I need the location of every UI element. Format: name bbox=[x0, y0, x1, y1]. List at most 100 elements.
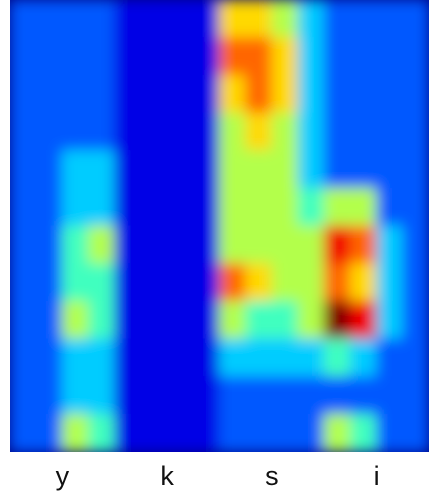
heatmap-cells bbox=[10, 0, 429, 452]
cell bbox=[114, 263, 142, 302]
cell bbox=[349, 150, 378, 189]
cell bbox=[323, 0, 351, 39]
cell bbox=[349, 263, 378, 302]
cell bbox=[376, 338, 404, 378]
cell bbox=[402, 263, 429, 302]
cell bbox=[88, 74, 116, 114]
cell bbox=[402, 37, 429, 76]
cell bbox=[88, 225, 116, 265]
x-tick-label: k bbox=[160, 461, 174, 491]
cell bbox=[114, 300, 142, 340]
cell bbox=[245, 376, 273, 415]
cell bbox=[88, 150, 116, 189]
cell bbox=[10, 0, 37, 39]
cell bbox=[376, 112, 404, 152]
cell bbox=[166, 225, 194, 265]
cell bbox=[297, 187, 325, 227]
cell bbox=[192, 112, 220, 152]
cell bbox=[271, 300, 299, 340]
cell bbox=[297, 37, 325, 76]
cell bbox=[323, 225, 351, 265]
cell bbox=[61, 187, 90, 227]
x-tick-label: y bbox=[56, 461, 70, 491]
cell bbox=[376, 300, 404, 340]
cell bbox=[376, 413, 404, 452]
cell bbox=[219, 74, 247, 114]
cell bbox=[140, 112, 168, 152]
x-tick-label: s bbox=[265, 461, 279, 491]
cell bbox=[245, 150, 273, 189]
cell bbox=[271, 338, 299, 378]
cell bbox=[114, 225, 142, 265]
cell bbox=[166, 263, 194, 302]
cell bbox=[10, 338, 37, 378]
cell bbox=[61, 150, 90, 189]
cell bbox=[245, 413, 273, 452]
cell bbox=[323, 112, 351, 152]
cell bbox=[61, 300, 90, 340]
cell bbox=[35, 37, 63, 76]
cell bbox=[376, 74, 404, 114]
cell bbox=[245, 74, 273, 114]
cell bbox=[166, 338, 194, 378]
cell bbox=[10, 225, 37, 265]
cell bbox=[192, 0, 220, 39]
cell bbox=[192, 37, 220, 76]
cell bbox=[35, 112, 63, 152]
cell bbox=[140, 263, 168, 302]
cell bbox=[10, 376, 37, 415]
cell bbox=[349, 112, 378, 152]
cell bbox=[114, 338, 142, 378]
cell bbox=[245, 0, 273, 39]
cell bbox=[35, 300, 63, 340]
cell bbox=[10, 37, 37, 76]
cell bbox=[323, 413, 351, 452]
cell bbox=[192, 300, 220, 340]
cell bbox=[140, 413, 168, 452]
cell bbox=[219, 413, 247, 452]
cell bbox=[297, 0, 325, 39]
cell bbox=[61, 338, 90, 378]
cell bbox=[140, 300, 168, 340]
cell bbox=[140, 150, 168, 189]
cell bbox=[219, 300, 247, 340]
cell bbox=[61, 263, 90, 302]
cell bbox=[323, 338, 351, 378]
cell bbox=[35, 263, 63, 302]
cell bbox=[88, 338, 116, 378]
cell bbox=[61, 112, 90, 152]
cell bbox=[402, 74, 429, 114]
cell bbox=[376, 150, 404, 189]
cell bbox=[166, 300, 194, 340]
cell bbox=[245, 225, 273, 265]
cell bbox=[245, 112, 273, 152]
cell bbox=[297, 413, 325, 452]
cell bbox=[402, 338, 429, 378]
cell bbox=[140, 338, 168, 378]
cell bbox=[114, 112, 142, 152]
cell bbox=[61, 37, 90, 76]
cell bbox=[245, 263, 273, 302]
cell bbox=[35, 74, 63, 114]
cell bbox=[349, 0, 378, 39]
cell bbox=[192, 263, 220, 302]
cell bbox=[35, 413, 63, 452]
cell bbox=[271, 225, 299, 265]
cell bbox=[402, 376, 429, 415]
cell bbox=[114, 413, 142, 452]
cell bbox=[297, 263, 325, 302]
cell bbox=[323, 376, 351, 415]
cell bbox=[245, 300, 273, 340]
cell bbox=[402, 225, 429, 265]
cell bbox=[271, 187, 299, 227]
cell bbox=[166, 150, 194, 189]
cell bbox=[10, 150, 37, 189]
cell bbox=[10, 74, 37, 114]
cell bbox=[140, 187, 168, 227]
cell bbox=[140, 225, 168, 265]
cell bbox=[349, 338, 378, 378]
cell bbox=[166, 112, 194, 152]
cell bbox=[376, 187, 404, 227]
cell bbox=[245, 187, 273, 227]
cell bbox=[349, 74, 378, 114]
